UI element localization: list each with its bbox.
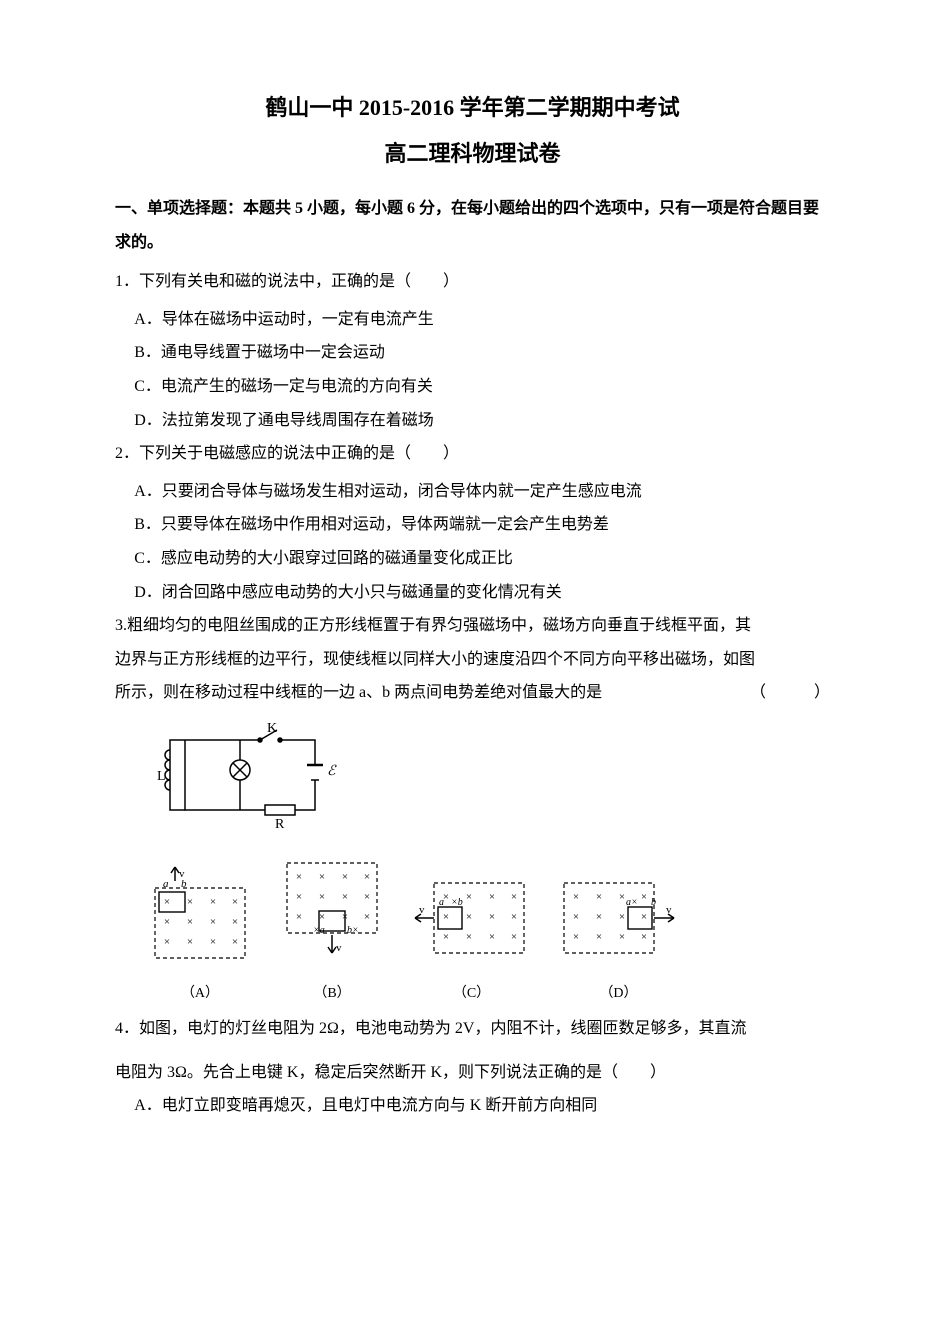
svg-text:v: v — [419, 904, 425, 916]
option-panels: × × × × × × × × × × × × a b v （A） × × × × — [145, 853, 830, 1002]
svg-text:×: × — [296, 911, 302, 923]
svg-text:×: × — [210, 916, 216, 928]
svg-text:×: × — [443, 911, 449, 923]
svg-text:×: × — [466, 911, 472, 923]
svg-text:×: × — [596, 911, 602, 923]
svg-text:×: × — [619, 931, 625, 943]
svg-text:×b: ×b — [451, 897, 463, 908]
svg-text:×: × — [596, 891, 602, 903]
svg-text:×: × — [164, 916, 170, 928]
q3-line2: 边界与正方形线框的边平行，现使线框以同样大小的速度沿四个不同方向平移出磁场，如图 — [115, 643, 830, 677]
svg-text:×: × — [489, 911, 495, 923]
panel-c: ×××× ×××× ×××× a ×b v （C） — [409, 863, 534, 1002]
svg-text:×: × — [364, 871, 370, 883]
svg-text:a: a — [439, 897, 444, 908]
svg-text:×: × — [641, 931, 647, 943]
svg-text:×: × — [232, 896, 238, 908]
svg-text:v: v — [336, 942, 342, 954]
panel-c-label: （C） — [409, 982, 534, 1002]
q2-stem: 2．下列关于电磁感应的说法中正确的是（ ） — [115, 437, 830, 471]
svg-text:×: × — [489, 931, 495, 943]
circuit-label-E: ℰ — [327, 764, 337, 779]
svg-text:×: × — [641, 911, 647, 923]
svg-text:×: × — [596, 931, 602, 943]
panel-a: ×××× ×××× ×××× a b v （A） — [145, 863, 255, 1002]
q1-stem: 1．下列有关电和磁的说法中，正确的是（ ） — [115, 265, 830, 299]
q3-line3: 所示，则在移动过程中线框的一边 a、b 两点间电势差绝对值最大的是 （ ） — [115, 676, 830, 710]
q1-option-a: A．导体在磁场中运动时，一定有电流产生 — [115, 303, 830, 337]
exam-title-line2: 高二理科物理试卷 — [115, 136, 830, 168]
q3-line1: 3.粗细均匀的电阻丝围成的正方形线框置于有界匀强磁场中，磁场方向垂直于线框平面，… — [115, 609, 830, 643]
q4-option-a: A．电灯立即变暗再熄灭，且电灯中电流方向与 K 断开前方向相同 — [115, 1089, 830, 1123]
q2-option-c: C．感应电动势的大小跟穿过回路的磁通量变化成正比 — [115, 542, 830, 576]
svg-text:×: × — [232, 936, 238, 948]
svg-text:×: × — [342, 891, 348, 903]
svg-text:v: v — [666, 904, 672, 916]
svg-text:a×: a× — [626, 897, 638, 908]
svg-text:×: × — [573, 891, 579, 903]
svg-text:×: × — [364, 911, 370, 923]
svg-text:×: × — [187, 936, 193, 948]
q2-option-a: A．只要闭合导体与磁场发生相对运动，闭合导体内就一定产生感应电流 — [115, 475, 830, 509]
svg-text:×: × — [466, 931, 472, 943]
svg-text:×: × — [511, 911, 517, 923]
q1-option-b: B．通电导线置于磁场中一定会运动 — [115, 336, 830, 370]
svg-text:×: × — [296, 871, 302, 883]
svg-text:×: × — [232, 916, 238, 928]
svg-text:b: b — [651, 897, 656, 908]
svg-text:×: × — [573, 911, 579, 923]
svg-text:×: × — [619, 911, 625, 923]
svg-text:×: × — [342, 871, 348, 883]
svg-text:×: × — [210, 936, 216, 948]
section1-header: 一、单项选择题：本题共 5 小题，每小题 6 分，在每小题给出的四个选项中，只有… — [115, 192, 830, 259]
svg-text:×: × — [619, 891, 625, 903]
q4-line2: 电阻为 3Ω。先合上电键 K，稳定后突然断开 K，则下列说法正确的是（ ） — [115, 1056, 830, 1090]
circuit-label-R: R — [275, 817, 285, 830]
svg-text:×: × — [164, 936, 170, 948]
svg-text:×: × — [364, 891, 370, 903]
svg-text:×: × — [511, 891, 517, 903]
svg-text:×: × — [573, 931, 579, 943]
circuit-label-L: L — [157, 769, 166, 784]
svg-text:×: × — [187, 896, 193, 908]
panel-d: × × × × × × × × × × × × a× b v （D） — [556, 863, 681, 1002]
q3-line3-right: （ ） — [750, 676, 830, 710]
svg-text:a: a — [163, 878, 169, 890]
q2-option-b: B．只要导体在磁场中作用相对运动，导体两端就一定会产生电势差 — [115, 508, 830, 542]
svg-text:×: × — [466, 891, 472, 903]
diagram-area: L K ℰ R × × × × × × × × × × × × a b — [115, 720, 830, 1002]
svg-text:×: × — [443, 931, 449, 943]
svg-text:×: × — [641, 891, 647, 903]
panel-a-label: （A） — [145, 982, 255, 1002]
circuit-diagram: L K ℰ R — [155, 720, 345, 830]
q3-line3-left: 所示，则在移动过程中线框的一边 a、b 两点间电势差绝对值最大的是 — [115, 676, 602, 710]
svg-text:×: × — [489, 891, 495, 903]
svg-text:×: × — [319, 871, 325, 883]
svg-text:×: × — [511, 931, 517, 943]
svg-text:v: v — [179, 868, 185, 880]
svg-text:×: × — [319, 911, 325, 923]
panel-d-label: （D） — [556, 982, 681, 1002]
q4-line1: 4．如图，电灯的灯丝电阻为 2Ω，电池电动势为 2V，内阻不计，线圈匝数足够多，… — [115, 1012, 830, 1046]
q2-option-d: D．闭合回路中感应电动势的大小只与磁通量的变化情况有关 — [115, 576, 830, 610]
svg-text:×: × — [187, 916, 193, 928]
svg-text:×: × — [210, 896, 216, 908]
q1-option-c: C．电流产生的磁场一定与电流的方向有关 — [115, 370, 830, 404]
panel-b-label: （B） — [277, 982, 387, 1002]
exam-title-line1: 鹤山一中 2015-2016 学年第二学期期中考试 — [115, 90, 830, 122]
svg-text:×: × — [319, 891, 325, 903]
svg-text:×: × — [164, 896, 170, 908]
panel-b: ×××× ×××× ×××× ×a b× v （B） — [277, 853, 387, 1002]
svg-text:×a: ×a — [313, 925, 325, 936]
svg-text:×: × — [296, 891, 302, 903]
q1-option-d: D．法拉第发现了通电导线周围存在着磁场 — [115, 404, 830, 438]
circuit-label-K: K — [267, 721, 277, 736]
svg-text:b×: b× — [347, 925, 359, 936]
